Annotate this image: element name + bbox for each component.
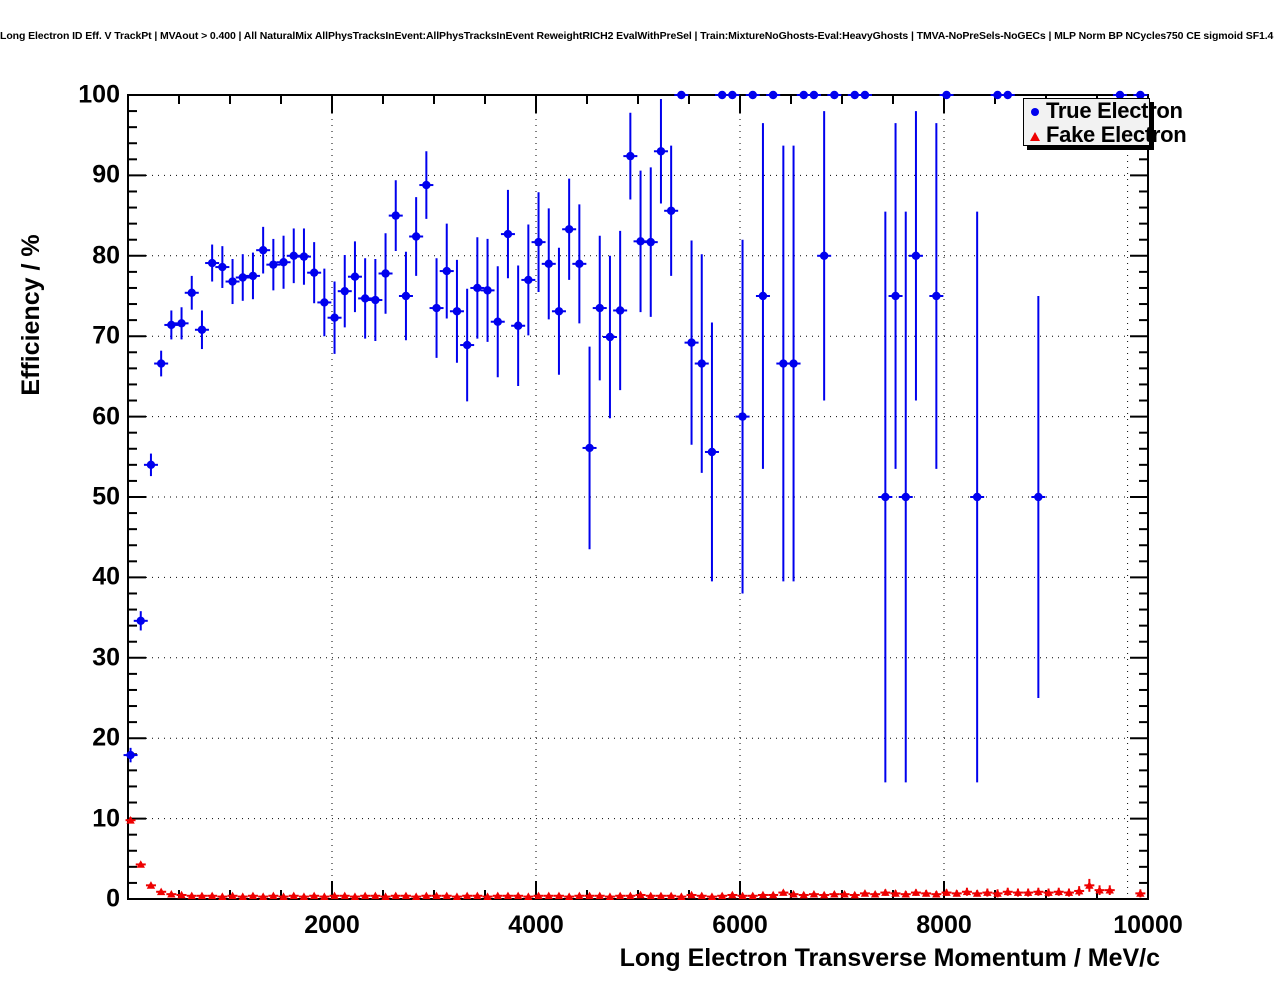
- page-title: Long Electron ID Eff. V TrackPt | MVAout…: [0, 30, 1276, 42]
- y-tick-label: 70: [92, 321, 120, 350]
- y-tick-label: 60: [92, 402, 120, 431]
- y-tick-label: 80: [92, 241, 120, 270]
- y-tick-label: 30: [92, 643, 120, 672]
- x-tick-label: 2000: [304, 911, 360, 939]
- grid-lines: [128, 95, 1148, 899]
- x-tick-label: 10000: [1113, 911, 1183, 939]
- axis-ticks: [127, 94, 1149, 900]
- data-series-layer: [123, 90, 1148, 900]
- x-tick-label: 4000: [508, 911, 564, 939]
- x-axis-title: Long Electron Transverse Momentum / MeV/…: [619, 944, 1160, 972]
- y-tick-label: 0: [106, 884, 120, 913]
- y-tick-label: 100: [78, 80, 120, 109]
- legend-entry-true-electron[interactable]: True Electron: [1028, 98, 1183, 123]
- y-tick-label: 50: [92, 482, 120, 511]
- triangle-marker-icon: [1028, 128, 1042, 142]
- x-tick-label: 6000: [712, 911, 768, 939]
- x-tick-label: 8000: [916, 911, 972, 939]
- legend[interactable]: True Electron Fake Electron: [1023, 98, 1187, 147]
- series-fake-electron: [125, 816, 1146, 900]
- y-tick-label: 90: [92, 160, 120, 189]
- y-tick-label: 20: [92, 723, 120, 752]
- legend-label: True Electron: [1046, 98, 1183, 123]
- legend-entry-fake-electron[interactable]: Fake Electron: [1028, 122, 1187, 147]
- series-true-electron: [123, 90, 1148, 783]
- legend-label: Fake Electron: [1046, 122, 1187, 147]
- circle-marker-icon: [1028, 104, 1042, 118]
- y-tick-label: 40: [92, 562, 120, 591]
- y-tick-label: 10: [92, 804, 120, 833]
